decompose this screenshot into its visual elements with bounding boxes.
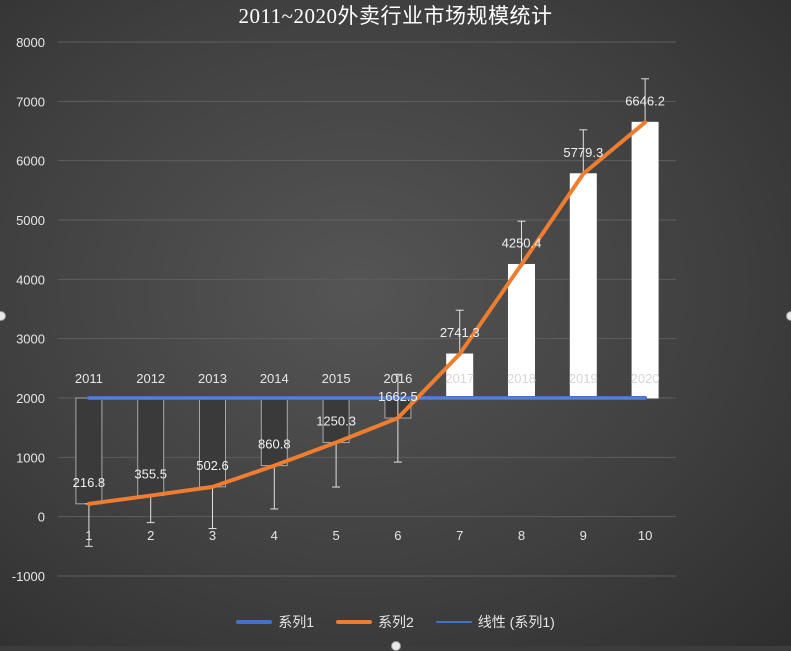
bar-4 bbox=[322, 397, 350, 443]
resize-handle-bottom[interactable] bbox=[391, 641, 401, 651]
y-tick-label-8: 7000 bbox=[16, 94, 45, 109]
y-tick-label-2: 1000 bbox=[16, 450, 45, 465]
legend-swatch-series2 bbox=[336, 620, 372, 624]
x-tick-label-1: 2 bbox=[147, 528, 154, 543]
resize-handle-right[interactable] bbox=[786, 311, 791, 321]
resize-handle-left[interactable] bbox=[0, 311, 6, 321]
y-tick-label-6: 5000 bbox=[16, 213, 45, 228]
x-tick-label-4: 5 bbox=[332, 528, 339, 543]
category-label-3: 2014 bbox=[260, 371, 289, 386]
bar-7 bbox=[508, 263, 535, 399]
bar-0 bbox=[75, 397, 103, 505]
bar-2 bbox=[199, 397, 226, 488]
x-tick-label-0: 1 bbox=[85, 528, 92, 543]
category-label-7: 2018 bbox=[507, 371, 536, 386]
data-label-8: 5779.3 bbox=[563, 145, 603, 160]
y-tick-label-7: 6000 bbox=[16, 154, 45, 169]
category-label-8: 2019 bbox=[569, 371, 598, 386]
x-tick-label-3: 4 bbox=[271, 528, 278, 543]
category-label-2: 2013 bbox=[198, 371, 227, 386]
legend-item-series2: 系列2 bbox=[336, 612, 414, 632]
x-tick-label-9: 10 bbox=[638, 528, 652, 543]
y-tick-label-1: 0 bbox=[38, 510, 45, 525]
legend-swatch-trendline bbox=[435, 621, 472, 623]
data-label-0: 216.8 bbox=[73, 475, 106, 490]
data-label-5: 1662.5 bbox=[378, 389, 418, 404]
data-label-4: 1250.3 bbox=[316, 413, 356, 428]
data-label-9: 6646.2 bbox=[625, 93, 665, 108]
category-label-9: 2020 bbox=[631, 371, 660, 386]
category-label-0: 2011 bbox=[75, 371, 103, 386]
data-label-6: 2741.3 bbox=[440, 325, 480, 340]
chart-title: 2011~2020外卖行业市场规模统计 bbox=[238, 4, 553, 28]
legend: 系列1 系列2 线性 (系列1) bbox=[0, 612, 791, 632]
y-tick-label-0: -1000 bbox=[12, 569, 45, 584]
y-tick-label-5: 4000 bbox=[16, 272, 45, 287]
x-tick-label-7: 8 bbox=[518, 528, 525, 543]
legend-swatch-series1 bbox=[236, 620, 273, 624]
y-tick-label-4: 3000 bbox=[16, 332, 45, 347]
category-label-4: 2015 bbox=[322, 371, 351, 386]
x-tick-label-2: 3 bbox=[209, 528, 216, 543]
legend-item-trendline: 线性 (系列1) bbox=[435, 612, 555, 632]
legend-item-series1: 系列1 bbox=[236, 612, 314, 632]
x-tick-label-5: 6 bbox=[394, 528, 401, 543]
x-tick-label-6: 7 bbox=[456, 528, 463, 543]
category-label-1: 2012 bbox=[136, 371, 165, 386]
category-label-6: 2017 bbox=[445, 371, 474, 386]
legend-label-series2: 系列2 bbox=[378, 614, 414, 630]
legend-label-series1: 系列1 bbox=[278, 614, 314, 630]
bar-8 bbox=[569, 173, 597, 399]
data-label-2: 502.6 bbox=[196, 458, 229, 473]
bar-9 bbox=[631, 121, 659, 399]
data-label-1: 355.5 bbox=[134, 467, 167, 482]
bar-3 bbox=[260, 397, 288, 467]
y-tick-label-3: 2000 bbox=[16, 391, 45, 406]
series-line-系列2 bbox=[86, 120, 648, 506]
legend-label-trendline: 线性 (系列1) bbox=[477, 614, 555, 630]
x-tick-label-8: 9 bbox=[580, 528, 587, 543]
y-tick-label-9: 8000 bbox=[16, 35, 45, 50]
data-label-7: 4250.4 bbox=[502, 235, 542, 250]
data-label-3: 860.8 bbox=[258, 437, 291, 452]
